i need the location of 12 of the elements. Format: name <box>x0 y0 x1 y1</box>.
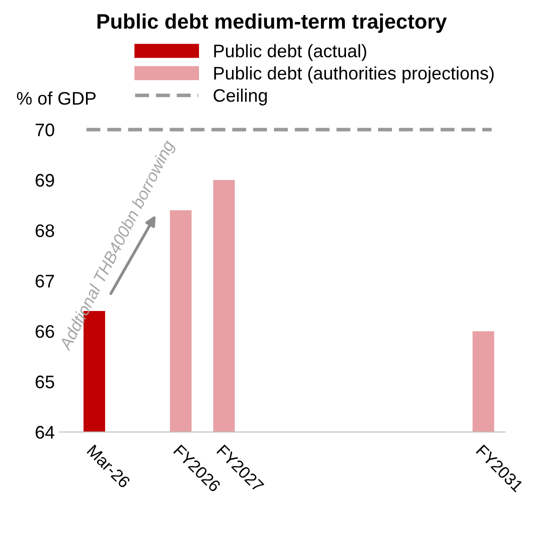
legend-label: Public debt (authorities projections) <box>214 66 494 84</box>
legend-label: Ceiling <box>214 88 267 106</box>
chart-title: Public debt medium-term trajectory <box>98 14 447 33</box>
y-tick-label: 64 <box>36 426 54 439</box>
y-tick-label: 69 <box>36 174 54 187</box>
y-axis-title: % of GDP <box>16 92 96 105</box>
y-tick-label: 66 <box>36 325 54 338</box>
y-tick-label: 70 <box>36 124 54 136</box>
y-tick-label: 67 <box>36 274 54 288</box>
legend-label: Public debt (actual) <box>214 44 366 61</box>
y-tick-label: 68 <box>36 224 54 238</box>
y-tick-label: 65 <box>36 376 54 388</box>
